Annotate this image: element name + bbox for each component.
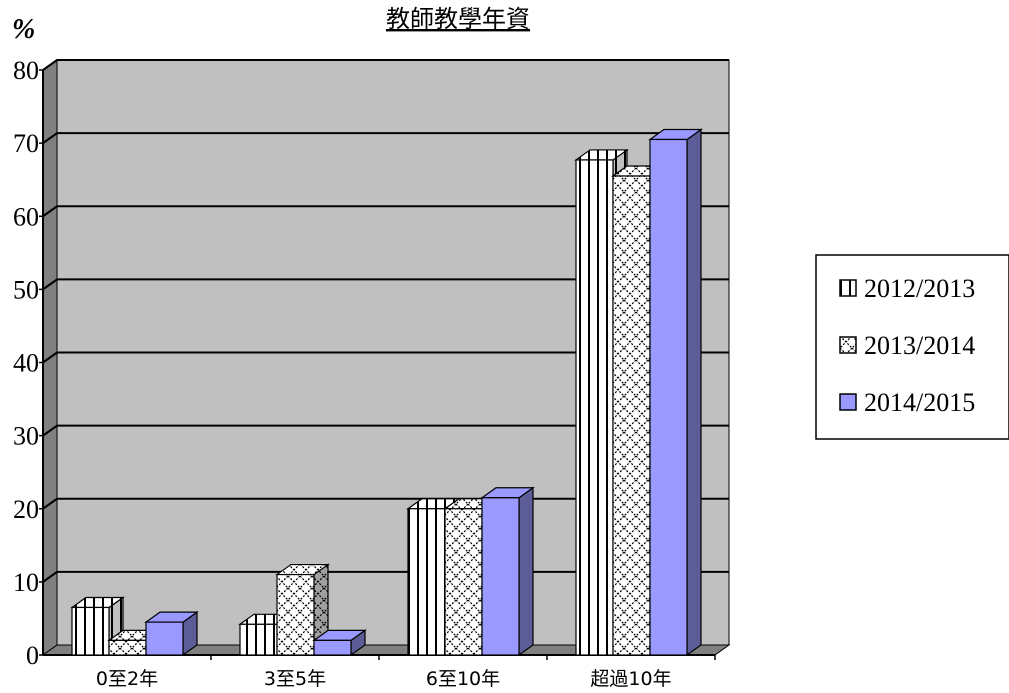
gridline [42,424,729,437]
y-tick-label: 70 [13,129,39,158]
bar-side [518,486,534,657]
bar-front [239,623,278,656]
legend-item: 2012/2013 [839,274,975,303]
y-tick-label: 10 [13,568,39,597]
x-tick-label: 3至5年 [264,668,326,690]
y-tick-label: 80 [13,56,39,85]
legend-swatch [839,393,857,411]
bar [144,610,199,657]
bar-front [649,138,688,656]
x-tick-labels: 0至2年 3至5年 6至10年 超過10年 [96,655,716,690]
gridline [42,59,729,71]
y-tick-labels: 0 10 20 30 40 50 60 70 80 [13,56,43,670]
bar-side [686,128,702,657]
y-tick-label: 20 [13,495,39,524]
gridline [42,351,729,364]
y-tick-label: 30 [13,422,39,451]
x-tick-label: 6至10年 [426,668,500,690]
bar-front [108,639,147,656]
bar-front [313,639,352,656]
gridline [42,132,729,144]
legend: 2012/2013 2013/2014 2014/2015 [815,254,1009,440]
bar-front [444,508,483,656]
bar-front [575,159,614,656]
bar [275,563,330,657]
gridline [42,205,729,218]
y-tick-label: 60 [13,202,39,231]
legend-item: 2014/2015 [839,388,975,417]
x-tick-label: 0至2年 [96,668,158,690]
y-tick-label: 50 [13,275,39,304]
bar [480,486,535,657]
gridline [42,278,729,291]
bar-front [612,175,651,656]
legend-label: 2013/2014 [864,331,975,360]
bar-front [276,573,315,656]
legend-item: 2013/2014 [839,331,975,360]
chart-title: 教師教學年資 [386,5,530,33]
bars [70,128,703,657]
legend-swatch [839,336,857,354]
legend-swatch [839,279,857,297]
x-tick-label: 超過10年 [590,668,671,690]
y-axis-unit: % [12,14,35,45]
bar-front [145,621,184,656]
y-tick-label: 40 [13,349,39,378]
bar [312,629,367,657]
bar-front [71,606,110,656]
bar [648,128,703,657]
y-tick-label: 0 [26,641,39,670]
bar-front [407,508,446,656]
bar-front [481,497,520,656]
legend-label: 2014/2015 [864,388,975,417]
legend-label: 2012/2013 [864,274,975,303]
